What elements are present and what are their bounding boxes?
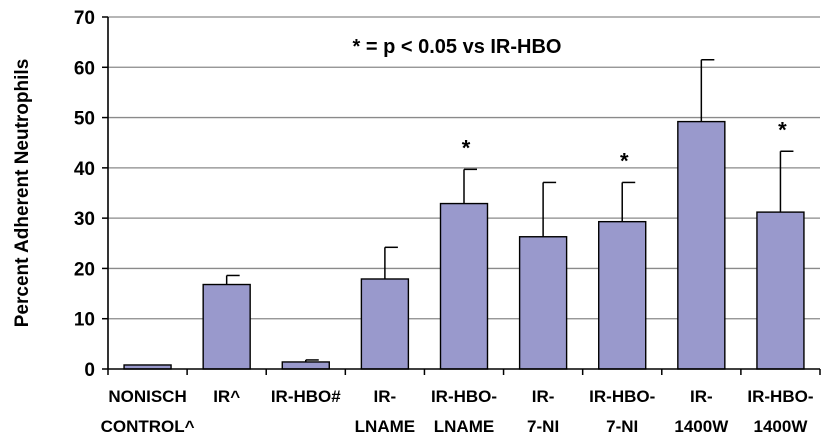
x-category-label: 7-NI — [606, 417, 638, 436]
bar — [439, 202, 489, 370]
x-category-label: 1400W — [674, 417, 729, 436]
x-category-label: IR^ — [213, 387, 240, 406]
significance-legend: * = p < 0.05 vs IR-HBO — [353, 36, 562, 58]
x-category-label: 1400W — [754, 417, 809, 436]
x-category-label: IR-HBO- — [589, 387, 655, 406]
bar — [677, 120, 726, 370]
y-tick-label: 30 — [74, 209, 95, 230]
bar — [360, 278, 410, 370]
y-tick-label: 20 — [74, 259, 95, 280]
x-category-label: CONTROL^ — [101, 417, 195, 436]
y-tick-labels: 0 10 20 30 40 50 60 70 — [74, 8, 108, 381]
bar — [518, 236, 568, 370]
x-category-label: IR-HBO# — [271, 387, 341, 406]
y-tick-label: 10 — [74, 310, 95, 331]
x-category-label: IR- — [690, 387, 713, 406]
x-category-label: 7-NI — [527, 417, 559, 436]
x-category-label: IR-HBO- — [747, 387, 813, 406]
y-tick-label: 0 — [84, 360, 95, 381]
x-category-label: IR- — [374, 387, 397, 406]
y-tick-label: 70 — [74, 8, 95, 29]
significance-star: * — [778, 117, 787, 142]
y-tick-label: 50 — [74, 109, 95, 130]
x-category-label: LNAME — [434, 417, 494, 436]
axes — [107, 17, 821, 375]
bar — [202, 283, 251, 370]
x-category-labels: NONISCH CONTROL^ IR^ IR-HBO# IR- LNAME IR-HBO-… — [101, 387, 814, 436]
significance-star: * — [620, 148, 629, 173]
x-category-label: IR- — [532, 387, 555, 406]
bar — [756, 211, 805, 370]
x-category-label: LNAME — [355, 417, 415, 436]
y-axis-title: Percent Adherent Neutrophils — [12, 59, 33, 328]
y-tick-label: 60 — [74, 58, 95, 79]
y-tick-label: 40 — [74, 159, 95, 180]
bar — [281, 361, 330, 370]
bar — [598, 220, 647, 370]
significance-markers: * * * — [462, 117, 787, 173]
x-category-label: NONISCH — [108, 387, 186, 406]
error-bars — [225, 58, 794, 362]
x-category-label: IR-HBO- — [431, 387, 497, 406]
significance-star: * — [462, 135, 471, 160]
